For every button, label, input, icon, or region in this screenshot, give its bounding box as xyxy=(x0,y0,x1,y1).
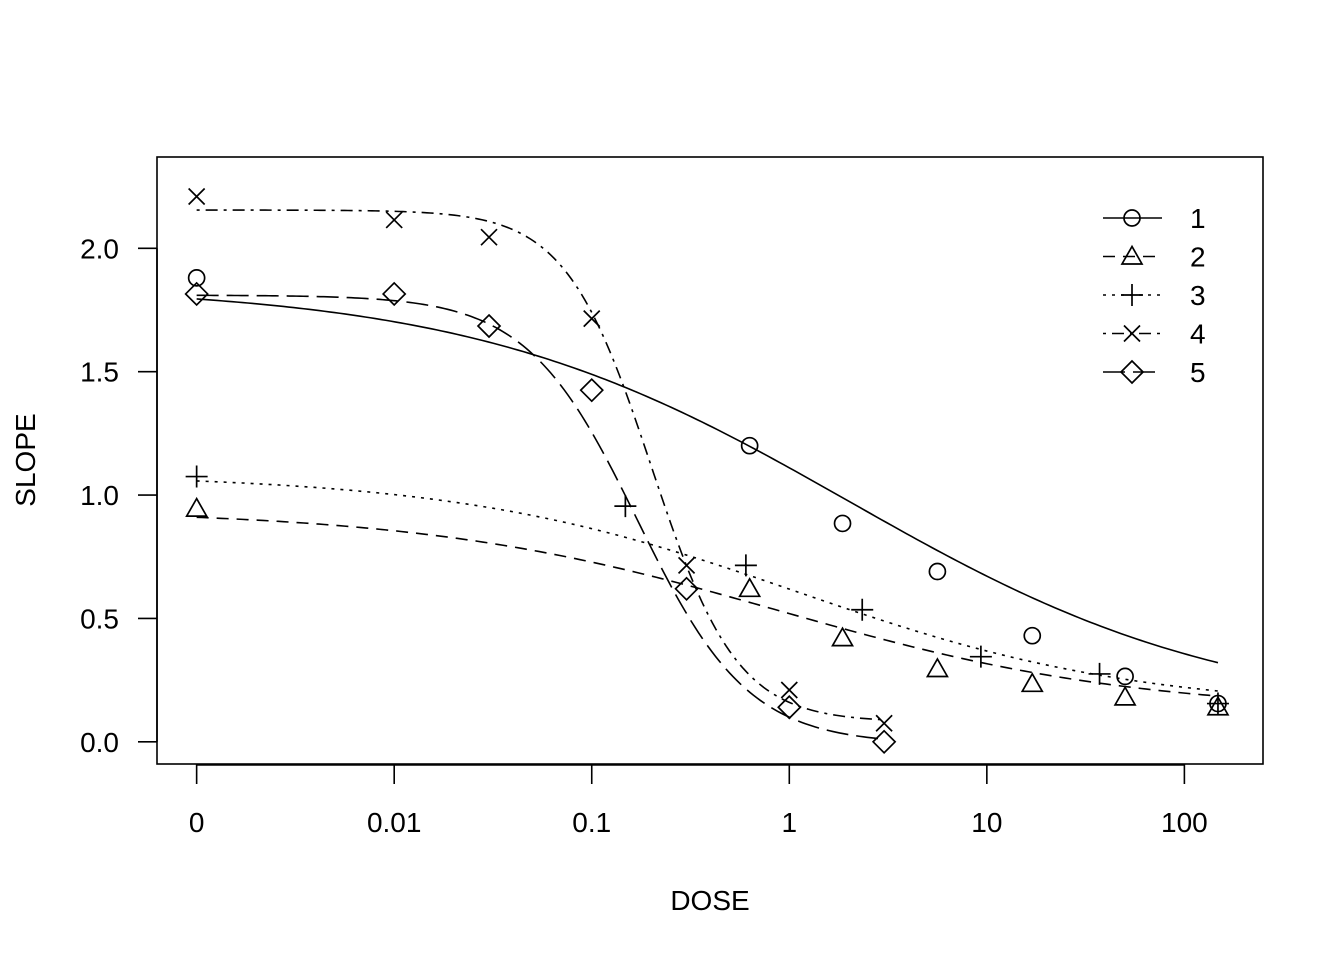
legend-item-2: 2 xyxy=(1103,242,1206,273)
x-tick-label: 0.1 xyxy=(572,807,611,838)
series-2-point xyxy=(831,626,854,647)
series-3-point xyxy=(734,554,757,577)
y-axis-title: SLOPE xyxy=(10,413,41,506)
x-tick-label: 0.01 xyxy=(367,807,422,838)
series-2 xyxy=(185,496,1230,716)
y-tick-label: 0.5 xyxy=(80,603,119,634)
series-2-line xyxy=(196,516,1219,697)
series-3-point xyxy=(1206,692,1229,715)
series-1-point xyxy=(1116,667,1134,686)
series-2-point xyxy=(925,657,949,678)
x-tick-label: 10 xyxy=(971,807,1002,838)
series-1-line xyxy=(196,298,1219,664)
series-3-line xyxy=(196,480,1219,692)
legend-item-5: 5 xyxy=(1103,357,1206,388)
series-2-point xyxy=(738,577,762,598)
x-axis: 0 0.01 0.1 1 10 100 xyxy=(189,764,1208,838)
legend-label: 1 xyxy=(1190,203,1206,234)
series-5 xyxy=(184,281,897,754)
series-1-point xyxy=(928,562,947,581)
legend-label: 2 xyxy=(1190,242,1206,273)
series-1-point xyxy=(1023,626,1042,645)
series-2-point xyxy=(1020,672,1044,693)
series-2-point xyxy=(185,496,209,517)
legend-swatch-marker xyxy=(1123,324,1141,343)
series-4-point xyxy=(480,228,498,246)
series-3-point xyxy=(969,645,992,668)
legend-swatch-marker xyxy=(1123,209,1141,227)
legend-item-4: 4 xyxy=(1103,319,1206,350)
y-tick-label: 2.0 xyxy=(80,233,119,264)
series-5-point xyxy=(777,695,802,720)
series-3 xyxy=(185,465,1229,715)
x-tick-label: 100 xyxy=(1161,807,1208,838)
legend: 1 2 3 4 5 xyxy=(1103,203,1206,388)
legend-label: 4 xyxy=(1190,319,1206,350)
y-tick-label: 1.0 xyxy=(80,480,119,511)
series-4-point xyxy=(583,310,601,328)
series-2-point xyxy=(1113,685,1137,706)
series-layer xyxy=(184,187,1230,754)
legend-swatch-marker xyxy=(1121,284,1143,306)
y-axis: 0.0 0.5 1.0 1.5 2.0 xyxy=(80,233,158,758)
legend-label: 5 xyxy=(1190,357,1206,388)
series-1-point xyxy=(740,436,759,455)
series-4-point xyxy=(780,681,798,699)
legend-item-3: 3 xyxy=(1103,280,1206,311)
series-4-point xyxy=(188,187,206,206)
series-1-point xyxy=(187,269,206,287)
series-4-point xyxy=(677,556,696,574)
series-4-point xyxy=(385,211,403,229)
x-tick-label: 1 xyxy=(781,807,797,838)
series-5-point xyxy=(381,281,407,307)
legend-label: 3 xyxy=(1190,280,1206,311)
series-1 xyxy=(187,269,1227,713)
series-2-point xyxy=(1206,695,1230,716)
plot-frame xyxy=(156,156,1264,765)
y-tick-label: 1.5 xyxy=(80,357,119,388)
series-5-point xyxy=(674,576,699,602)
series-5-line xyxy=(196,294,885,740)
x-tick-label: 0 xyxy=(189,807,205,838)
legend-swatch-marker xyxy=(1119,359,1145,385)
series-4-point xyxy=(875,714,893,732)
legend-swatch-marker xyxy=(1120,244,1144,265)
series-3-point xyxy=(851,598,874,621)
series-3-point xyxy=(614,495,637,518)
series-4 xyxy=(188,187,893,732)
x-axis-title: DOSE xyxy=(670,885,749,916)
series-5-point xyxy=(476,313,502,339)
legend-item-1: 1 xyxy=(1103,203,1206,234)
y-tick-label: 0.0 xyxy=(80,727,119,758)
series-1-point xyxy=(833,514,852,533)
series-4-line xyxy=(196,209,885,721)
series-5-point xyxy=(184,281,209,307)
series-3-point xyxy=(185,465,208,488)
series-5-point xyxy=(871,729,897,754)
series-3-point xyxy=(1088,662,1111,685)
series-5-point xyxy=(579,377,604,403)
